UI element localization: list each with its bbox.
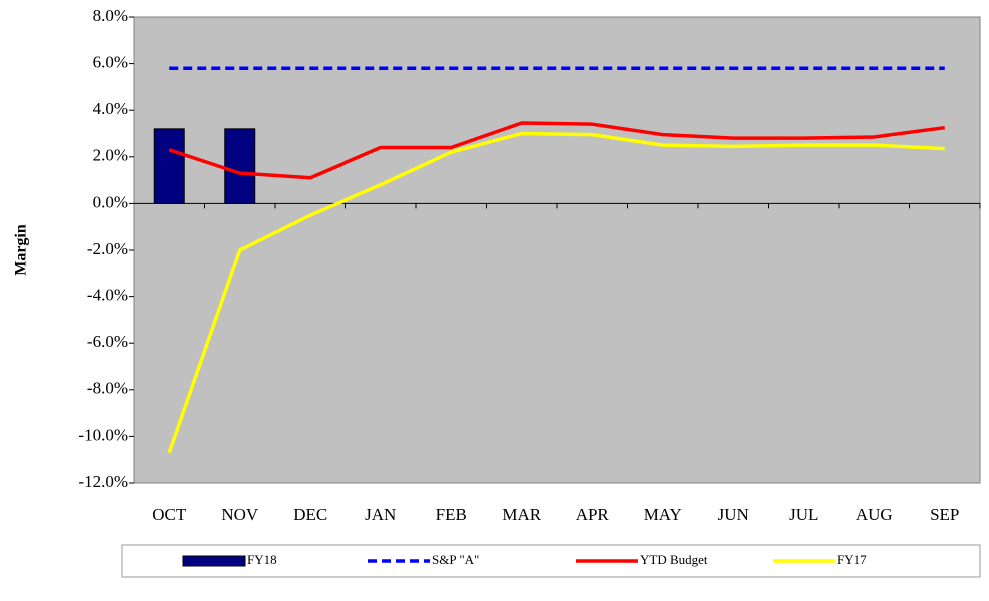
y-tick-label: -6.0% <box>87 332 128 351</box>
y-tick-label: -4.0% <box>87 286 128 305</box>
x-tick-label: NOV <box>221 505 259 524</box>
legend-swatch <box>182 555 246 567</box>
y-tick-label: -12.0% <box>78 472 128 491</box>
series-line <box>168 121 945 180</box>
y-tick-label: 4.0% <box>93 99 128 118</box>
x-tick-label: APR <box>576 505 610 524</box>
bar <box>153 128 185 204</box>
legend-label: FY17 <box>837 552 867 567</box>
x-tick-label: JUN <box>718 505 749 524</box>
x-tick-label: DEC <box>293 505 327 524</box>
x-tick-label: SEP <box>930 505 959 524</box>
y-tick-label: 8.0% <box>93 6 128 25</box>
x-tick-label: JUL <box>789 505 818 524</box>
x-tick-label: OCT <box>152 505 187 524</box>
plot-area <box>133 16 981 484</box>
x-tick-label: JAN <box>365 505 396 524</box>
legend-label: YTD Budget <box>640 552 708 567</box>
y-axis-label: Margin <box>13 224 30 276</box>
x-tick-label: MAR <box>502 505 541 524</box>
y-tick-label: 6.0% <box>93 53 128 72</box>
series-line <box>167 131 945 454</box>
legend-label: FY18 <box>247 552 277 567</box>
x-tick-label: MAY <box>644 505 682 524</box>
legend <box>121 544 981 578</box>
y-tick-label: -2.0% <box>87 239 128 258</box>
y-tick-label: 0.0% <box>93 192 128 211</box>
x-tick-label: AUG <box>856 505 893 524</box>
y-tick-label: -8.0% <box>87 379 128 398</box>
y-tick-label: 2.0% <box>93 146 128 165</box>
y-tick-label: -10.0% <box>78 425 128 444</box>
bar <box>224 128 256 204</box>
legend-label: S&P "A" <box>432 552 479 567</box>
x-tick-label: FEB <box>436 505 467 524</box>
